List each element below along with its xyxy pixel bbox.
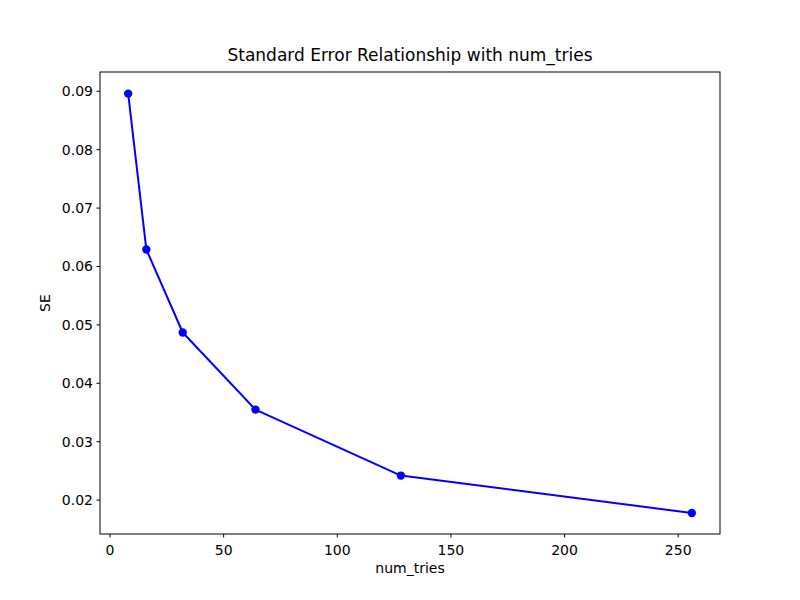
x-tick-label: 250 bbox=[665, 542, 692, 558]
se-line-chart: Standard Error Relationship with num_tri… bbox=[0, 0, 800, 600]
data-point-marker bbox=[124, 89, 132, 97]
x-tick-label: 100 bbox=[324, 542, 351, 558]
y-tick-label: 0.09 bbox=[62, 83, 93, 99]
plot-area bbox=[100, 72, 720, 534]
y-tick-label: 0.03 bbox=[62, 434, 93, 450]
x-tick-label: 0 bbox=[106, 542, 115, 558]
x-tick-label: 150 bbox=[438, 542, 465, 558]
data-point-marker bbox=[179, 328, 187, 336]
y-tick-label: 0.02 bbox=[62, 492, 93, 508]
y-tick-label: 0.04 bbox=[62, 375, 93, 391]
data-line bbox=[128, 94, 692, 513]
y-tick-label: 0.08 bbox=[62, 142, 93, 158]
x-tick-label: 50 bbox=[215, 542, 233, 558]
data-point-marker bbox=[688, 509, 696, 517]
data-point-marker bbox=[397, 471, 405, 479]
y-tick-label: 0.05 bbox=[62, 317, 93, 333]
se-series-line bbox=[128, 94, 692, 513]
x-axis-ticks: 0 50 100 150 200 250 bbox=[106, 534, 692, 558]
y-tick-label: 0.07 bbox=[62, 200, 93, 216]
x-tick-label: 200 bbox=[551, 542, 578, 558]
x-axis-label: num_tries bbox=[375, 560, 444, 576]
chart-title: Standard Error Relationship with num_tri… bbox=[227, 45, 592, 66]
data-points bbox=[124, 89, 696, 517]
figure: Standard Error Relationship with num_tri… bbox=[0, 0, 800, 600]
y-axis-label: SE bbox=[37, 294, 53, 312]
data-point-marker bbox=[142, 245, 150, 253]
y-tick-label: 0.06 bbox=[62, 258, 93, 274]
data-point-marker bbox=[251, 405, 259, 413]
y-axis-ticks: 0.02 0.03 0.04 0.05 0.06 0.07 0.08 0.09 bbox=[62, 83, 100, 508]
